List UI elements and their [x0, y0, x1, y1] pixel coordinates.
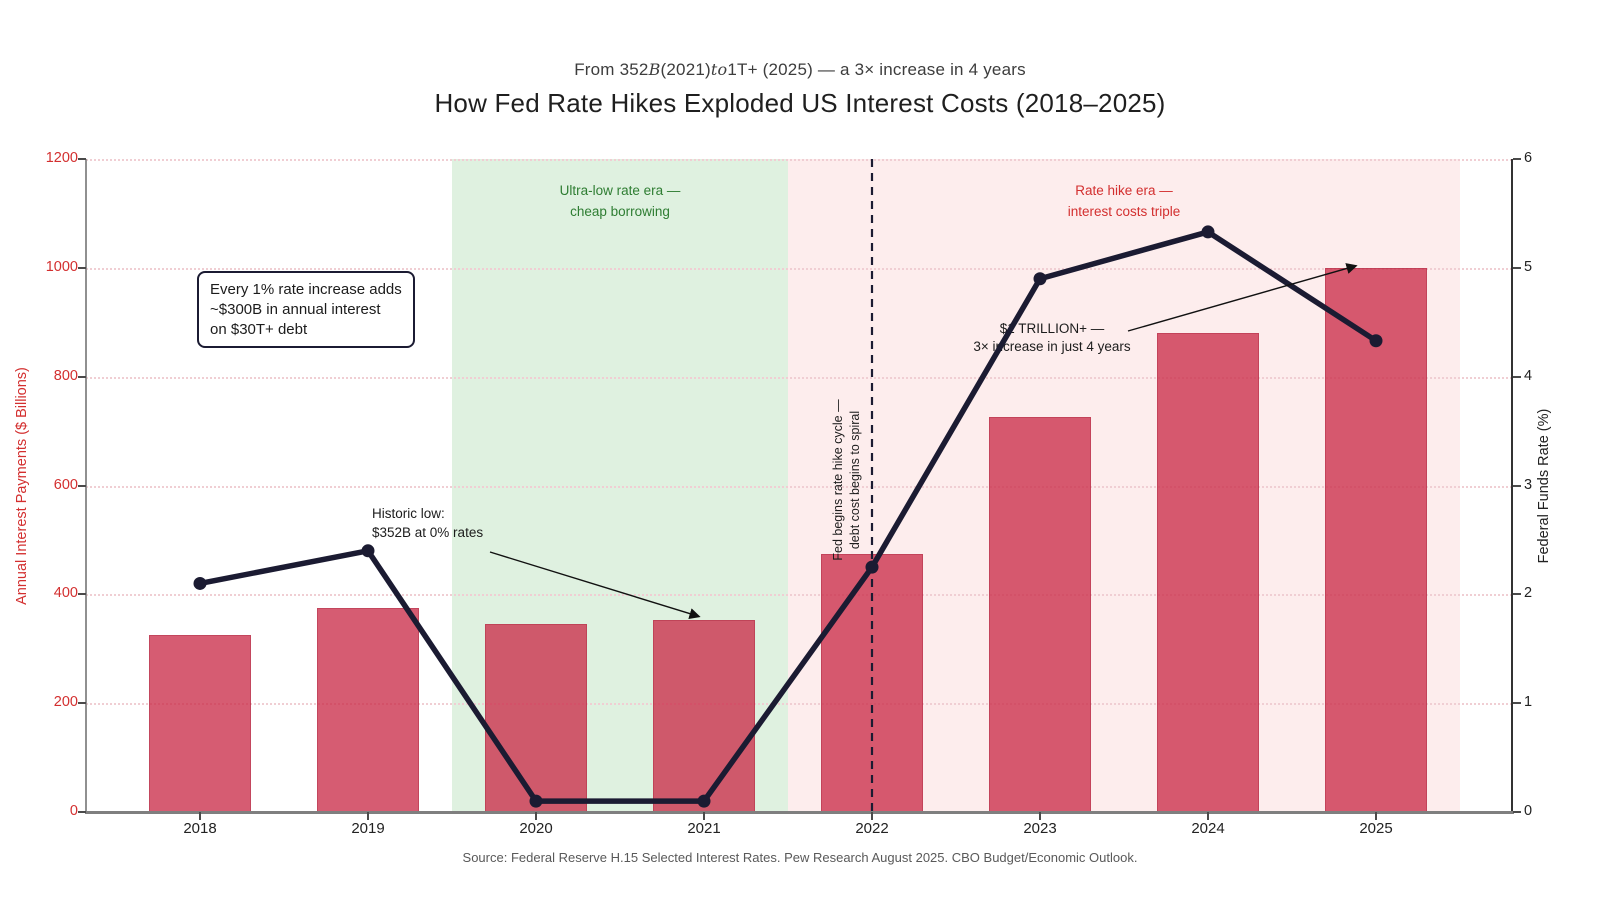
right-tick-4: [1513, 375, 1521, 378]
x-tick-2021: [703, 812, 705, 820]
gridline-800: [86, 376, 1512, 379]
left-spine: [85, 159, 87, 812]
bar-2021: [653, 620, 755, 812]
right-tick-label-3: 3: [1524, 476, 1533, 493]
ultra-low-era-label: Ultra-low rate era — cheap borrowing: [559, 183, 681, 219]
bar-2023: [989, 417, 1091, 812]
chart-title: How Fed Rate Hikes Exploded US Interest …: [434, 88, 1166, 118]
right-tick-label-5: 5: [1524, 258, 1533, 275]
rate-hike-era-label: Rate hike era — interest costs triple: [1067, 183, 1181, 219]
x-tick-label-2021: 2021: [687, 820, 721, 837]
left-tick-800: [78, 375, 86, 378]
subtitle-segment: From: [574, 60, 620, 79]
gridline-400: [86, 594, 1512, 597]
bar-2022: [821, 553, 923, 812]
left-tick-label-1000: 1000: [45, 258, 78, 275]
left-tick-400: [78, 593, 86, 596]
bar-2020: [485, 624, 587, 812]
historic-low-annotation: Historic low: $352B at 0% rates: [372, 506, 484, 540]
right-tick-label-4: 4: [1524, 367, 1533, 384]
x-tick-2020: [535, 812, 537, 820]
gridline-1200: [86, 159, 1512, 161]
x-tick-label-2022: 2022: [855, 820, 889, 837]
right-tick-3: [1513, 484, 1521, 487]
right-tick-label-1: 1: [1524, 694, 1533, 711]
bar-2025: [1325, 267, 1427, 812]
line-marker-2018: [193, 576, 207, 590]
left-tick-200: [78, 702, 86, 705]
x-tick-2018: [199, 812, 201, 820]
x-tick-label-2020: 2020: [519, 820, 553, 837]
x-tick-label-2019: 2019: [351, 820, 385, 837]
x-tick-label-2018: 2018: [183, 820, 217, 837]
bar-2019: [317, 607, 419, 812]
rate-increase-note-box: Every 1% rate increase adds ~$300B in an…: [197, 271, 415, 349]
gridline-600: [86, 485, 1512, 488]
subtitle-segment: (2021): [660, 60, 711, 79]
x-tick-2023: [1039, 812, 1041, 820]
right-tick-5: [1513, 266, 1521, 269]
right-tick-label-2: 2: [1524, 585, 1533, 602]
gridline-200: [86, 703, 1512, 706]
bottom-spine: [85, 811, 1514, 814]
right-tick-label-6: 6: [1524, 150, 1533, 166]
subtitle-segment: to: [710, 60, 728, 79]
right-spine: [1511, 159, 1513, 812]
right-tick-2: [1513, 593, 1521, 596]
left-tick-0: [78, 811, 86, 813]
trillion-annotation: $1 TRILLION+ — 3× increase in just 4 yea…: [973, 321, 1131, 355]
left-tick-label-600: 600: [53, 476, 78, 493]
x-tick-label-2023: 2023: [1023, 820, 1057, 837]
source-note: Source: Federal Reserve H.15 Selected In…: [462, 850, 1138, 865]
x-tick-2022: [871, 812, 873, 820]
right-tick-0: [1513, 811, 1521, 813]
bar-2024: [1157, 333, 1259, 812]
x-tick-2019: [367, 812, 369, 820]
right-tick-1: [1513, 702, 1521, 705]
left-tick-1200: [78, 158, 86, 160]
left-tick-600: [78, 484, 86, 487]
chart-subtitle: From 352B(2021)to1T+ (2025) — a 3× incre…: [0, 60, 1600, 80]
left-tick-label-1200: 1200: [45, 150, 78, 166]
subtitle-segment: B: [648, 60, 661, 79]
left-tick-label-400: 400: [53, 585, 78, 602]
subtitle-segment: 1T+ (2025) — a 3× increase in 4 years: [727, 60, 1026, 79]
x-tick-label-2024: 2024: [1191, 820, 1225, 837]
bar-2018: [149, 635, 251, 812]
left-tick-label-800: 800: [53, 367, 78, 384]
x-tick-label-2025: 2025: [1359, 820, 1393, 837]
left-tick-label-200: 200: [53, 694, 78, 711]
x-tick-2024: [1207, 812, 1209, 820]
right-tick-label-0: 0: [1524, 803, 1533, 819]
subtitle-segment: 352: [619, 60, 649, 79]
left-tick-label-0: 0: [69, 803, 78, 819]
right-tick-6: [1513, 158, 1521, 160]
fed-begins-annotation: Fed begins rate hike cycle — debt cost b…: [831, 399, 862, 561]
left-tick-1000: [78, 266, 86, 269]
gridline-1000: [86, 267, 1512, 270]
x-tick-2025: [1375, 812, 1377, 820]
line-marker-2019: [361, 544, 375, 558]
